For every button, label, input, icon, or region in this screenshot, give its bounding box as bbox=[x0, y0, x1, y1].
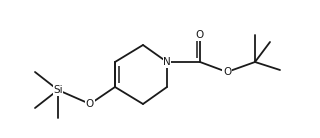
Text: O: O bbox=[86, 99, 94, 109]
Text: N: N bbox=[163, 57, 171, 67]
Text: Si: Si bbox=[53, 85, 63, 95]
Text: O: O bbox=[223, 67, 231, 77]
Text: O: O bbox=[196, 30, 204, 40]
